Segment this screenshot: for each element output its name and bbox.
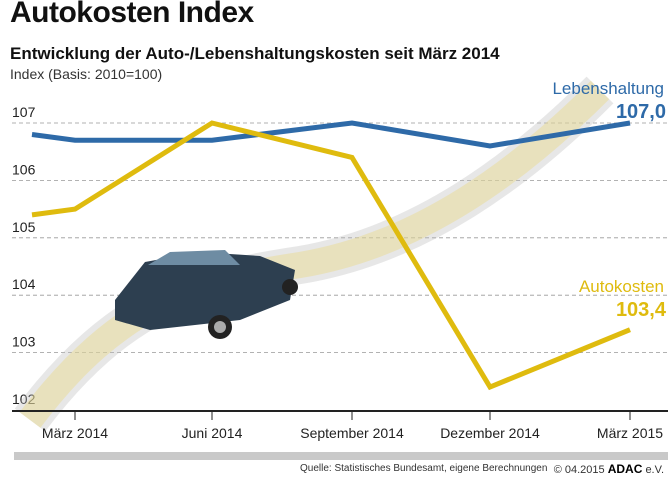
y-tick-label: 103 [12, 334, 36, 350]
road-illustration [14, 76, 614, 432]
road-money-band [19, 80, 610, 428]
y-tick-label: 104 [12, 276, 36, 292]
brand-suffix: e.V. [645, 464, 664, 476]
line-chart: 102 103 104 105 106 107 Lebenshaltung 107,0 Aut… [12, 76, 668, 441]
y-tick-label: 106 [12, 161, 36, 177]
series-line-lebenshaltung [31, 120, 631, 149]
copyright-date: © 04.2015 [553, 464, 605, 476]
chart-title: Autokosten Index [10, 0, 254, 29]
series-label: Lebenshaltung [552, 79, 664, 98]
brand-logo: ADAC [607, 462, 643, 476]
y-tick-label: 102 [12, 391, 36, 407]
series-line-autokosten [31, 120, 631, 391]
series-label: Autokosten [579, 277, 664, 296]
copyright: © 04.2015 ADAC e.V. [554, 462, 664, 476]
series-end-value: 103,4 [616, 299, 667, 321]
y-tick-label: 105 [12, 219, 36, 235]
x-tick-label: März 2015 [597, 425, 663, 441]
x-tick-label: Juni 2014 [182, 425, 243, 441]
chart-subtitle: Entwicklung der Auto-/Lebenshaltungskost… [10, 44, 500, 63]
y-axis-label: Index (Basis: 2010=100) [10, 66, 163, 82]
x-tick-label: September 2014 [300, 425, 404, 441]
x-tick-label: März 2014 [42, 425, 108, 441]
footer-bar [14, 452, 668, 460]
series-end-value: 107,0 [616, 101, 666, 123]
source-note: Quelle: Statistisches Bundesamt, eigene … [300, 463, 548, 474]
y-tick-label: 107 [12, 104, 36, 120]
car-illustration [115, 250, 298, 339]
x-tick-label: Dezember 2014 [440, 425, 540, 441]
